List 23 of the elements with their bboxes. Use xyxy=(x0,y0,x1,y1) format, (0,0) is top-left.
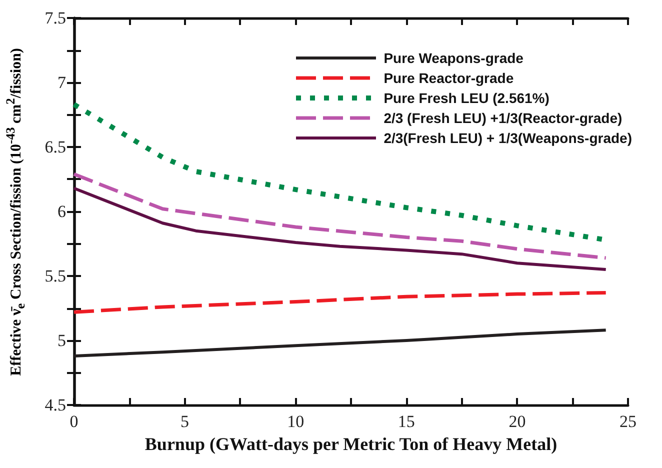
y-tick-label: 5.5 xyxy=(44,266,66,286)
line-series xyxy=(72,291,608,314)
line-series xyxy=(72,186,608,272)
legend-label: Pure Fresh LEU (2.561%) xyxy=(384,89,550,108)
line-series xyxy=(72,172,608,260)
x-tick-label: 10 xyxy=(287,412,304,431)
legend-label: 2/3(Fresh LEU) + 1/3(Weapons-grade) xyxy=(384,129,632,148)
y-tick-label: 4.5 xyxy=(44,396,66,414)
line-series xyxy=(72,328,608,358)
x-tick-label: 25 xyxy=(620,412,636,431)
y-tick-label: 6 xyxy=(58,202,66,221)
x-tick-label: 20 xyxy=(508,412,526,431)
x-axis-title: Burnup (GWatt-days per Metric Ton of Heavy Metal) xyxy=(144,434,558,454)
x-tick-label: 0 xyxy=(70,412,78,431)
x-tick-label: 5 xyxy=(180,412,190,431)
x-tick-label: 15 xyxy=(398,412,415,431)
legend-label: 2/3 (Fresh LEU) +1/3(Reactor-grade) xyxy=(384,109,622,128)
y-tick-label: 7.5 xyxy=(44,8,66,28)
legend-label: Pure Reactor-grade xyxy=(384,69,514,88)
y-tick-label: 7 xyxy=(58,73,66,92)
legend-label: Pure Weapons-grade xyxy=(384,49,524,68)
y-tick-label: 6.5 xyxy=(44,138,66,156)
y-tick-label: 5 xyxy=(58,331,66,350)
